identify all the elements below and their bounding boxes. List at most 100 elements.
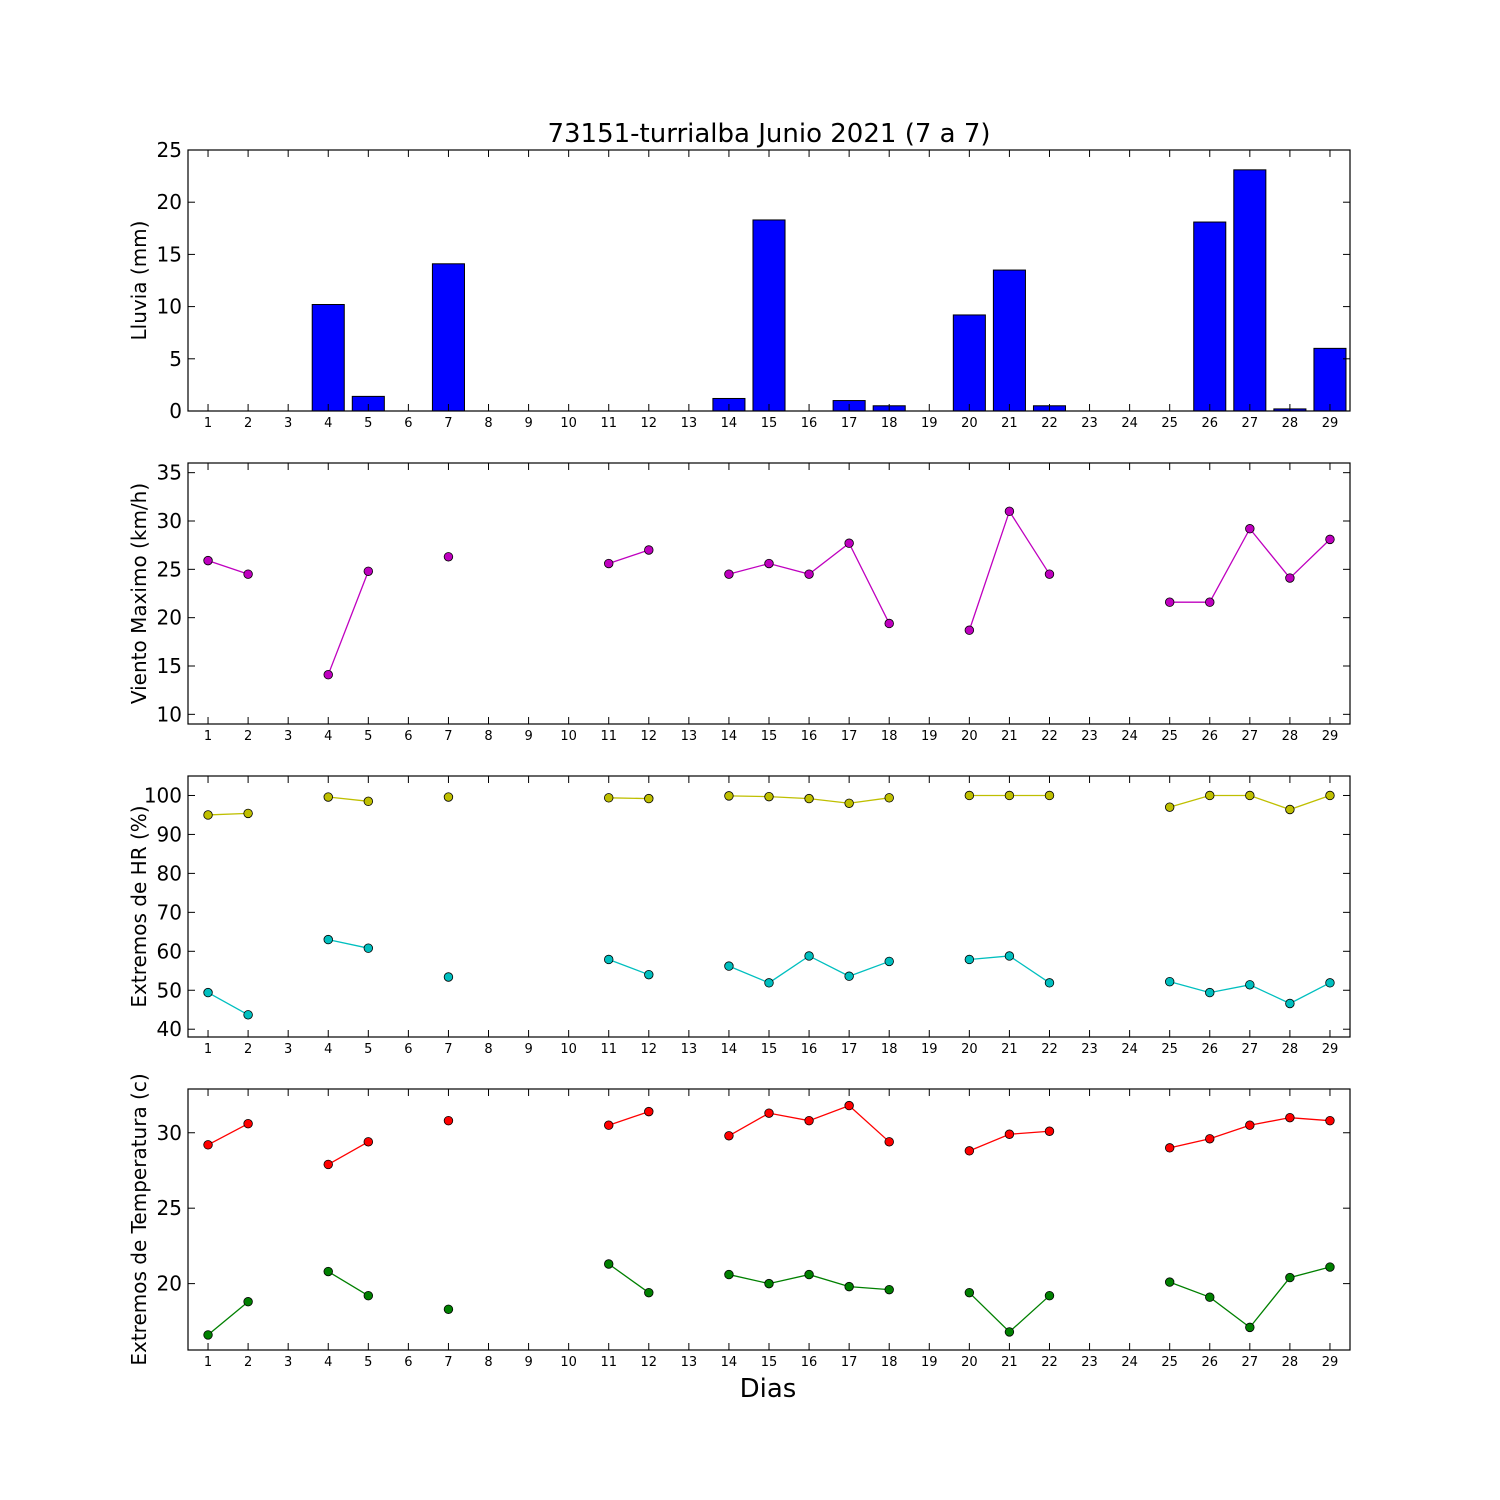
wind-xtick-label: 9 bbox=[524, 729, 532, 744]
temperature-series-2-point-day-28 bbox=[1285, 1272, 1295, 1283]
wind-xtick-label: 26 bbox=[1201, 729, 1218, 744]
wind-ytick-label: 35 bbox=[157, 461, 182, 485]
wind-series-1-point-day-1 bbox=[203, 555, 213, 566]
rain-xtick-label: 5 bbox=[364, 416, 372, 431]
humidity-series-1-point-day-7 bbox=[443, 792, 454, 802]
humidity-xtick-label: 7 bbox=[444, 1042, 452, 1057]
humidity-ytick-label: 80 bbox=[157, 861, 182, 885]
humidity-series-1-line-1 bbox=[208, 812, 249, 816]
temperature-xtick-label: 28 bbox=[1282, 1355, 1299, 1370]
wind-xtick-label: 18 bbox=[881, 729, 898, 744]
x-axis-label: Dias bbox=[740, 1374, 797, 1404]
humidity-xtick-label: 6 bbox=[404, 1042, 412, 1057]
temperature-series-1-point-day-28 bbox=[1285, 1112, 1295, 1123]
temperature-series-2-line-1 bbox=[207, 1301, 249, 1336]
rain-xtick-label: 26 bbox=[1201, 416, 1218, 431]
humidity-xtick-label: 22 bbox=[1041, 1042, 1058, 1057]
humidity-series-1-point-day-28 bbox=[1285, 804, 1295, 815]
wind-xtick-label: 22 bbox=[1041, 729, 1058, 744]
humidity-series-1-point-day-25 bbox=[1164, 802, 1175, 812]
temperature-series-2-line-2 bbox=[327, 1270, 369, 1297]
temperature-series-1-point-day-2 bbox=[243, 1118, 253, 1129]
humidity-xtick-label: 12 bbox=[641, 1042, 658, 1057]
rain-xtick-label: 23 bbox=[1081, 416, 1098, 431]
temperature-xtick-label: 29 bbox=[1322, 1355, 1339, 1370]
rain-ytick-label: 10 bbox=[157, 295, 182, 319]
humidity-ytick-label: 50 bbox=[157, 978, 182, 1002]
temperature-series-2-point-day-7 bbox=[443, 1304, 454, 1314]
temperature-xtick-label: 4 bbox=[324, 1355, 332, 1370]
humidity-xtick-label: 26 bbox=[1201, 1042, 1218, 1057]
humidity-series-1-point-day-22 bbox=[1044, 790, 1055, 801]
temperature-series-1-point-day-7 bbox=[443, 1115, 454, 1126]
temperature-series-1-point-day-16 bbox=[804, 1115, 814, 1126]
temperature-xtick-label: 25 bbox=[1161, 1355, 1178, 1370]
wind-ytick-label: 10 bbox=[157, 702, 182, 726]
temperature-xtick-label: 19 bbox=[921, 1355, 938, 1370]
rain-xtick-label: 24 bbox=[1121, 416, 1138, 431]
rain-ytick-label: 0 bbox=[169, 399, 182, 423]
temperature-series-2-point-day-2 bbox=[243, 1297, 253, 1307]
rain-xtick-label: 11 bbox=[600, 416, 617, 431]
rain-bar-day-29 bbox=[1313, 347, 1347, 412]
humidity-series-2-point-day-4 bbox=[323, 934, 333, 945]
temperature-series-1-point-day-1 bbox=[203, 1140, 213, 1150]
wind-series-1-point-day-15 bbox=[764, 558, 774, 569]
wind-series-1-point-day-5 bbox=[363, 566, 374, 576]
wind-series-1-point-day-22 bbox=[1044, 569, 1055, 579]
humidity-series-2-point-day-18 bbox=[884, 956, 894, 967]
temperature-xtick-label: 22 bbox=[1041, 1355, 1058, 1370]
rain-xtick-label: 21 bbox=[1001, 416, 1018, 431]
rain-xtick-label: 13 bbox=[681, 416, 698, 431]
wind-xtick-label: 17 bbox=[841, 729, 858, 744]
humidity-series-1-point-day-27 bbox=[1245, 790, 1255, 801]
temperature-series-1-point-day-14 bbox=[724, 1131, 734, 1141]
temperature-series-1-point-day-27 bbox=[1245, 1120, 1255, 1130]
humidity-series-1-point-day-2 bbox=[243, 808, 253, 819]
temperature-xtick-label: 18 bbox=[881, 1355, 898, 1370]
temperature-xtick-label: 1 bbox=[204, 1355, 212, 1370]
rain-bar-day-15 bbox=[752, 219, 786, 412]
wind-xtick-label: 27 bbox=[1242, 729, 1259, 744]
humidity-xtick-label: 5 bbox=[364, 1042, 372, 1057]
humidity-xtick-label: 28 bbox=[1282, 1042, 1299, 1057]
rain-xtick-label: 6 bbox=[404, 416, 412, 431]
temperature-series-1-point-day-11 bbox=[604, 1120, 614, 1130]
wind-xtick-label: 5 bbox=[364, 729, 372, 744]
wind-ytick-label: 25 bbox=[157, 557, 182, 581]
humidity-series-2-point-day-17 bbox=[844, 971, 854, 981]
wind-xtick-label: 13 bbox=[681, 729, 698, 744]
humidity-xtick-label: 1 bbox=[204, 1042, 212, 1057]
wind-series-1-point-day-2 bbox=[243, 569, 253, 579]
humidity-series-2-point-day-25 bbox=[1164, 976, 1175, 987]
temperature-series-2-point-day-20 bbox=[964, 1287, 975, 1298]
humidity-xtick-label: 25 bbox=[1161, 1042, 1178, 1057]
temperature-xtick-label: 2 bbox=[244, 1355, 252, 1370]
humidity-series-2-point-day-15 bbox=[764, 978, 774, 988]
humidity-series-2-point-day-12 bbox=[644, 969, 654, 980]
temperature-ytick-label: 30 bbox=[157, 1121, 182, 1145]
humidity-series-2-point-day-22 bbox=[1044, 978, 1055, 988]
humidity-series-2-point-day-29 bbox=[1325, 978, 1335, 988]
rain-xtick-label: 19 bbox=[921, 416, 938, 431]
temperature-xtick-label: 27 bbox=[1242, 1355, 1259, 1370]
humidity-xtick-label: 24 bbox=[1121, 1042, 1138, 1057]
humidity-series-1-point-day-29 bbox=[1325, 790, 1335, 801]
wind-xtick-label: 25 bbox=[1161, 729, 1178, 744]
temperature-xtick-label: 20 bbox=[961, 1355, 978, 1370]
wind-xtick-label: 7 bbox=[444, 729, 452, 744]
humidity-series-1-point-day-26 bbox=[1205, 790, 1215, 801]
humidity-ytick-label: 40 bbox=[157, 1017, 182, 1041]
humidity-series-2-point-day-27 bbox=[1245, 980, 1255, 990]
rain-xtick-label: 17 bbox=[841, 416, 858, 431]
temperature-xtick-label: 14 bbox=[721, 1355, 738, 1370]
wind-xtick-label: 12 bbox=[641, 729, 658, 744]
humidity-xtick-label: 10 bbox=[560, 1042, 577, 1057]
wind-xtick-label: 8 bbox=[484, 729, 492, 744]
humidity-xtick-label: 16 bbox=[801, 1042, 818, 1057]
rain-xtick-label: 1 bbox=[204, 416, 212, 431]
temperature-series-2-point-day-4 bbox=[323, 1266, 333, 1277]
temperature-series-2-point-day-15 bbox=[764, 1278, 774, 1289]
